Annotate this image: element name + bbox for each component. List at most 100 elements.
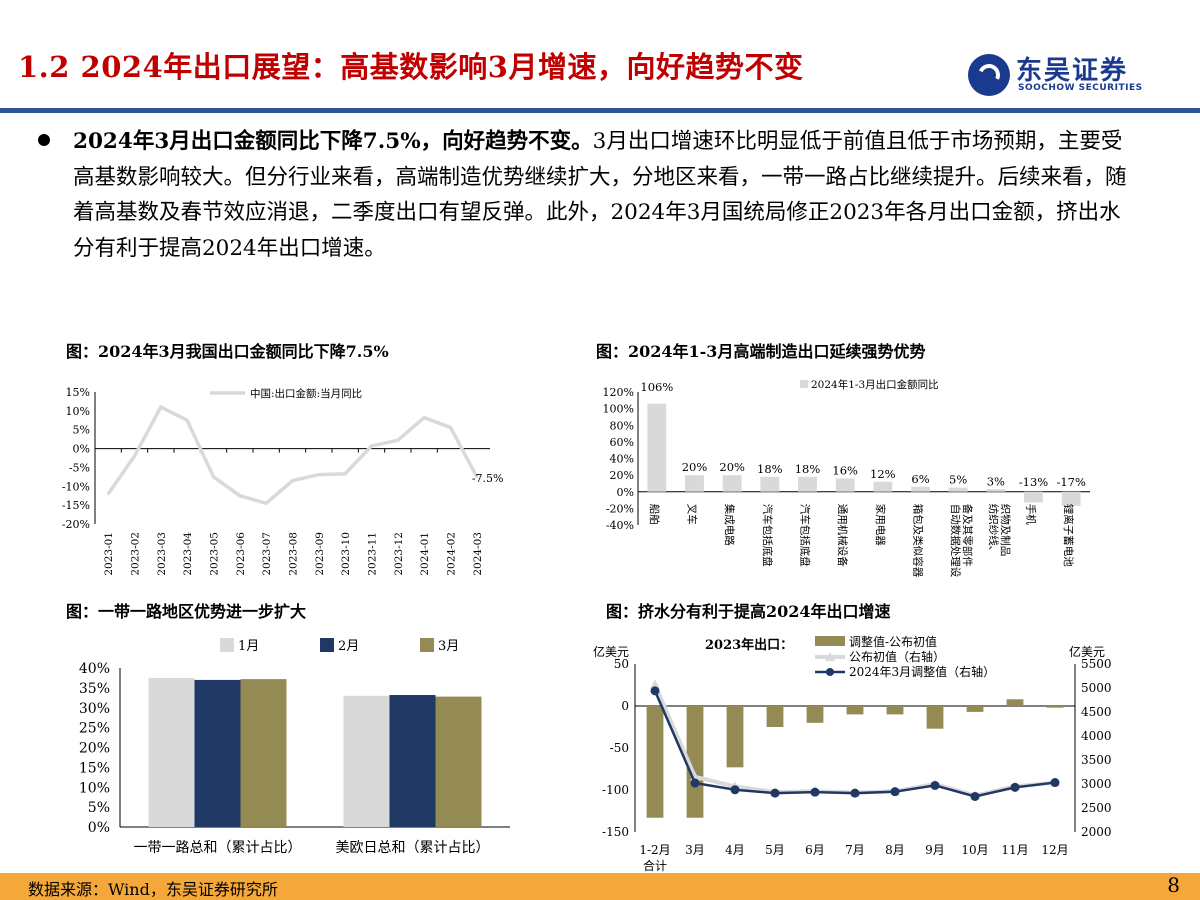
- data-point: [106, 492, 110, 496]
- bar: [948, 487, 968, 492]
- data-point-adjusted: [850, 788, 860, 798]
- y-tick-label-left: -100: [602, 783, 629, 797]
- chart1-title: 图：2024年3月我国出口金额同比下降7.5%: [66, 342, 389, 361]
- y-tick-label: 15%: [66, 386, 90, 399]
- right-axis-unit: 亿美元: [1069, 644, 1105, 659]
- bullet-icon: [38, 134, 50, 146]
- x-tick-label: 2023-09: [314, 532, 326, 576]
- x-tick-label: 叉车: [686, 504, 699, 525]
- bar: [726, 706, 744, 768]
- data-point-adjusted: [890, 787, 900, 797]
- x-tick-label: 5月: [765, 843, 785, 857]
- chart2-high-end-bar: 120% 100% 80% 60% 40% 20% 0% -20% -40% 106% 船舶 20% 叉…: [603, 378, 1090, 578]
- data-point: [475, 475, 479, 479]
- bar: [685, 475, 704, 492]
- data-point: [212, 475, 215, 479]
- y-tick-label: 30%: [79, 701, 110, 717]
- data-label: 18%: [757, 462, 783, 476]
- chart3-title: 图：一带一路地区优势进一步扩大: [66, 602, 307, 621]
- data-point: [317, 473, 321, 476]
- x-tick-label: 2023-04: [182, 532, 194, 576]
- data-point-adjusted: [770, 788, 780, 798]
- data-point: [238, 494, 242, 497]
- legend-label: 3月: [438, 639, 459, 654]
- y-tick-label-left: -50: [610, 741, 629, 755]
- bar: [343, 695, 390, 827]
- bar: [1006, 699, 1024, 706]
- x-tick-label: 6月: [805, 843, 825, 857]
- data-point-adjusted: [810, 787, 820, 797]
- series-line: [106, 404, 479, 506]
- bar: [873, 481, 893, 492]
- chart1-export-yoy-line: 15% 10% 5% 0% -5% -10% -15% -20% 2023-01 2023-02 2…: [62, 386, 504, 576]
- x-tick-label: 箱包及类似容器: [912, 504, 925, 578]
- series-line-initial: [653, 683, 1056, 798]
- data-point-adjusted: [930, 780, 940, 790]
- bar: [760, 476, 780, 492]
- y-tick-label: 10%: [79, 780, 110, 796]
- data-point: [343, 472, 347, 476]
- x-tick-label: 一带一路总和（累计占比）: [134, 840, 302, 856]
- logo-text: 东吴证券: [1016, 56, 1129, 86]
- data-label: 106%: [640, 380, 673, 394]
- y-tick-label: 15%: [79, 760, 110, 776]
- x-tick-label: 11月: [1001, 843, 1028, 857]
- data-point-initial: [650, 679, 660, 689]
- bar: [966, 706, 984, 712]
- bar: [1024, 491, 1043, 503]
- y-tick-label: -15%: [62, 499, 90, 512]
- y-tick-label: 5%: [88, 800, 110, 816]
- x-tick-label: 9月: [925, 843, 945, 857]
- x-tick-label: 8月: [885, 843, 905, 857]
- x-tick-label: 2024-01: [419, 532, 431, 576]
- x-tick-label: 2023-02: [130, 532, 142, 576]
- logo-icon: [968, 54, 1010, 96]
- data-label: 20%: [719, 460, 745, 474]
- data-point: [264, 502, 268, 505]
- data-point-adjusted: [690, 778, 700, 788]
- x-tick-label: 汽车包括底盘: [799, 504, 812, 567]
- bar: [240, 679, 287, 827]
- y-tick-label: -5%: [69, 461, 90, 474]
- legend-label: 2月: [338, 639, 359, 654]
- y-tick-label: 40%: [79, 661, 110, 677]
- data-point-adjusted: [970, 791, 980, 801]
- legend-prefix: 2023年出口：: [705, 637, 793, 653]
- data-point: [185, 419, 189, 422]
- bar: [835, 478, 855, 492]
- data-label: -17%: [1056, 475, 1086, 489]
- bar: [435, 696, 482, 827]
- legend-label: 2024年3月调整值（右轴）: [849, 664, 995, 679]
- y-tick-label-right: 3500: [1081, 753, 1112, 767]
- bar: [911, 486, 930, 492]
- data-point-adjusted: [1010, 782, 1020, 792]
- page-number: 8: [1167, 873, 1180, 897]
- data-point: [396, 439, 400, 442]
- x-tick-label: 集成电路: [723, 504, 736, 546]
- bar: [766, 706, 784, 727]
- legend-label: 中国:出口金额:当月同比: [250, 387, 362, 400]
- y-tick-label-left: 0: [621, 699, 629, 713]
- data-source: 数据来源：Wind，东吴证券研究所: [28, 880, 278, 899]
- x-tick-label: 船舶: [648, 504, 661, 525]
- x-tick-label: 1-2月: [639, 843, 670, 857]
- data-point: [159, 405, 163, 409]
- y-tick-label-right: 2500: [1081, 801, 1112, 815]
- bar: [1061, 491, 1081, 506]
- legend-label: 公布初值（右轴）: [849, 649, 945, 664]
- y-tick-label: 0%: [617, 486, 634, 499]
- data-label: 5%: [949, 473, 967, 487]
- data-label: 16%: [832, 463, 858, 477]
- summary-body: 3月出口增速环比明显低于前值且低于市场预期，主要受高基数影响较大。但分行业来看，…: [73, 129, 1127, 261]
- bar: [722, 475, 742, 492]
- x-tick-label: 2024-03: [472, 532, 484, 576]
- legend-swatch: [320, 638, 334, 652]
- y-tick-label: 10%: [66, 405, 90, 418]
- x-tick-label: 2023-05: [209, 532, 221, 576]
- data-point: [133, 454, 136, 458]
- x-tick-label: 合计: [643, 858, 667, 873]
- x-tick-label: 12月: [1041, 843, 1068, 857]
- page-title: 1.2 2024年出口展望：高基数影响3月增速，向好趋势不变: [18, 50, 804, 84]
- x-tick-label: 自动数据处理设: [949, 504, 962, 578]
- x-tick-label: 织物及制品: [999, 504, 1012, 557]
